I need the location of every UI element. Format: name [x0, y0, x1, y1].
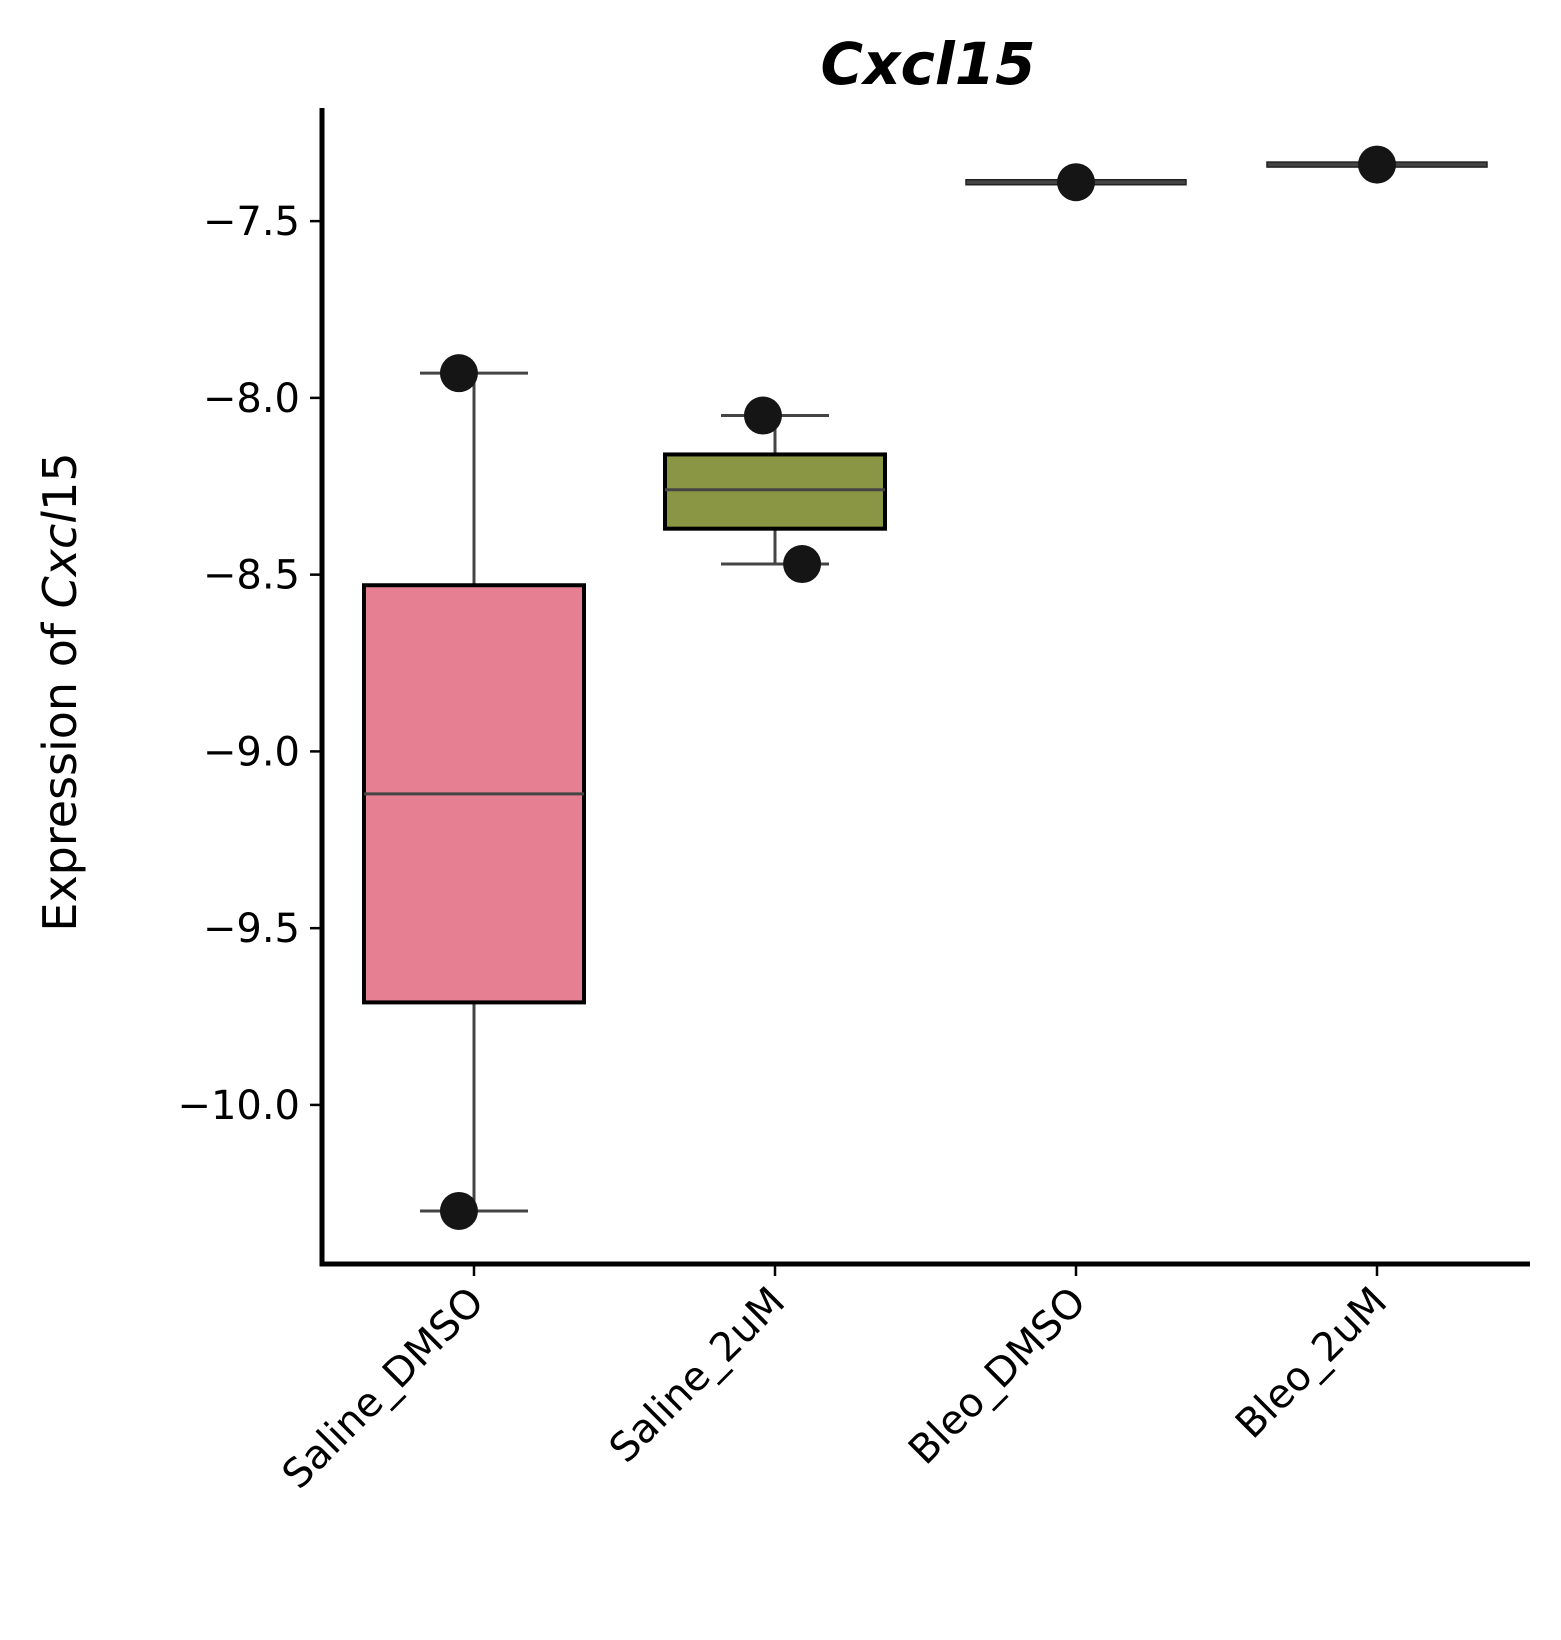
y-axis-label-gene-italic: Cxcl [33, 511, 87, 609]
y-tick-label: −9.5 [203, 906, 300, 952]
y-axis-label: Expression of Cxcl15 [33, 452, 87, 931]
x-tick-label-bleo-2um: Bleo_2uM [1227, 1279, 1396, 1448]
y-tick-label: −8.0 [203, 376, 300, 422]
data-point-bleo-2um-5 [1358, 145, 1396, 184]
data-point-saline-2um-2 [743, 396, 782, 435]
y-tick-label: −10.0 [177, 1083, 300, 1129]
x-tick-label-saline-dmso: Saline_DMSO [274, 1279, 493, 1498]
box-group-saline-2um [663, 414, 887, 566]
box-iqr [663, 452, 887, 531]
y-tick-label: −8.5 [203, 553, 300, 599]
y-axis-label-prefix: Expression of [33, 608, 87, 931]
chart-title: Cxcl15 [821, 30, 1036, 98]
data-point-saline-2um-3 [783, 545, 822, 584]
y-axis: −7.5 −8.0 −8.5 −9.0 −9.5 −10.0 [177, 108, 325, 1267]
y-tick-label: −7.5 [203, 199, 300, 245]
x-tick-label-saline-2um: Saline_2uM [601, 1279, 794, 1472]
y-axis-label-suffix: 15 [33, 452, 87, 511]
y-tick-label: −9.0 [203, 729, 300, 775]
box-group-saline-dmso [362, 371, 586, 1213]
data-point-saline-dmso-0 [439, 354, 478, 393]
x-axis: Saline_DMSO Saline_2uM Bleo_DMSO Bleo_2uM [274, 1261, 1530, 1498]
data-point-bleo-dmso-4 [1057, 163, 1095, 202]
plot-area [362, 145, 1488, 1230]
x-tick-label-bleo-dmso: Bleo_DMSO [900, 1279, 1095, 1474]
data-point-saline-dmso-1 [439, 1191, 478, 1230]
